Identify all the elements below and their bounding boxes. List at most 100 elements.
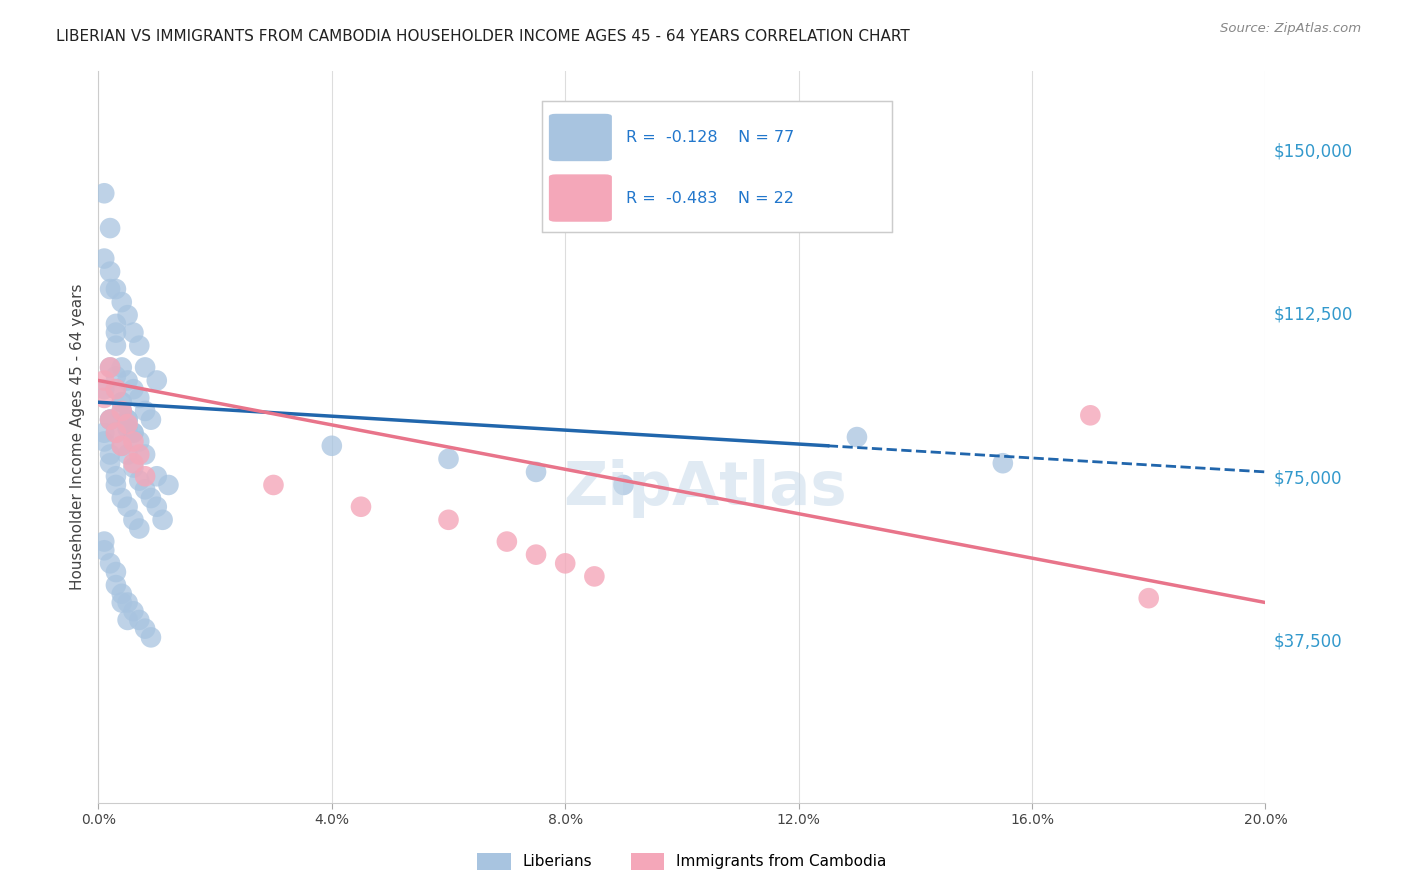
Point: [128, 391, 150, 405]
Point: [496, 534, 519, 549]
Point: [117, 448, 139, 462]
Point: [117, 613, 139, 627]
Point: [554, 557, 576, 571]
Point: [111, 404, 134, 418]
Point: [128, 474, 150, 488]
Point: [321, 439, 343, 453]
Point: [104, 565, 127, 579]
Point: [139, 631, 162, 645]
Point: [111, 439, 134, 453]
Point: [93, 534, 115, 549]
Point: [111, 439, 134, 453]
Point: [128, 613, 150, 627]
Point: [98, 412, 121, 426]
Point: [98, 282, 121, 296]
Point: [111, 360, 134, 375]
Point: [122, 513, 145, 527]
Point: [117, 374, 139, 388]
Y-axis label: Householder Income Ages 45 - 64 years: Householder Income Ages 45 - 64 years: [69, 284, 84, 591]
Point: [98, 448, 121, 462]
Point: [98, 360, 121, 375]
Point: [117, 417, 139, 431]
Text: ZipAtlas: ZipAtlas: [564, 458, 848, 517]
Point: [98, 412, 121, 426]
Point: [134, 469, 156, 483]
Point: [104, 282, 127, 296]
Point: [111, 295, 134, 310]
Point: [612, 478, 634, 492]
Point: [117, 421, 139, 435]
Point: [1080, 409, 1102, 423]
Point: [1137, 591, 1160, 606]
Point: [104, 478, 127, 492]
Point: [111, 587, 134, 601]
Text: Source: ZipAtlas.com: Source: ZipAtlas.com: [1220, 22, 1361, 36]
Point: [93, 391, 115, 405]
Point: [93, 252, 115, 266]
Point: [134, 483, 156, 497]
Point: [98, 265, 121, 279]
Point: [122, 434, 145, 449]
Point: [152, 513, 174, 527]
Point: [128, 434, 150, 449]
Point: [134, 448, 156, 462]
Point: [262, 478, 284, 492]
Point: [104, 578, 127, 592]
Point: [93, 434, 115, 449]
Point: [134, 622, 156, 636]
Point: [104, 338, 127, 352]
Point: [117, 412, 139, 426]
Point: [93, 543, 115, 558]
Point: [117, 412, 139, 426]
Point: [104, 382, 127, 396]
Point: [846, 430, 869, 444]
Point: [93, 425, 115, 440]
Point: [146, 374, 169, 388]
Point: [146, 469, 169, 483]
Point: [437, 451, 460, 466]
Point: [128, 448, 150, 462]
Point: [122, 425, 145, 440]
Point: [139, 491, 162, 505]
Point: [98, 456, 121, 470]
Point: [122, 382, 145, 396]
Point: [104, 317, 127, 331]
Point: [93, 374, 115, 388]
Point: [122, 456, 145, 470]
Point: [117, 308, 139, 322]
Point: [104, 425, 127, 440]
Point: [117, 595, 139, 609]
Point: [93, 186, 115, 201]
Point: [98, 360, 121, 375]
Point: [111, 595, 134, 609]
Point: [350, 500, 373, 514]
Point: [104, 382, 127, 396]
Point: [98, 557, 121, 571]
Point: [122, 460, 145, 475]
Point: [111, 491, 134, 505]
Point: [104, 469, 127, 483]
Point: [134, 360, 156, 375]
Point: [104, 326, 127, 340]
Point: [524, 465, 547, 479]
Point: [437, 513, 460, 527]
Point: [98, 412, 121, 426]
Text: LIBERIAN VS IMMIGRANTS FROM CAMBODIA HOUSEHOLDER INCOME AGES 45 - 64 YEARS CORRE: LIBERIAN VS IMMIGRANTS FROM CAMBODIA HOU…: [56, 29, 910, 44]
Point: [524, 548, 547, 562]
Point: [583, 569, 606, 583]
Point: [991, 456, 1014, 470]
Point: [111, 395, 134, 409]
Point: [104, 369, 127, 384]
Point: [128, 521, 150, 535]
Legend: Liberians, Immigrants from Cambodia: Liberians, Immigrants from Cambodia: [471, 847, 893, 876]
Point: [122, 425, 145, 440]
Point: [128, 338, 150, 352]
Point: [139, 412, 162, 426]
Point: [111, 395, 134, 409]
Point: [117, 500, 139, 514]
Point: [157, 478, 180, 492]
Point: [122, 604, 145, 618]
Point: [146, 500, 169, 514]
Point: [134, 404, 156, 418]
Point: [111, 404, 134, 418]
